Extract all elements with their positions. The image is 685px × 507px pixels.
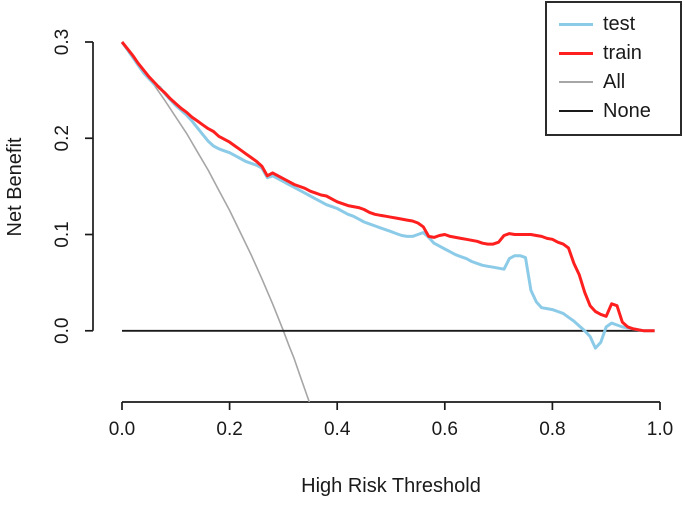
legend-label-test: test (603, 13, 636, 35)
legend-label-train: train (603, 42, 642, 64)
series-line-test (120, 41, 655, 350)
legend-line-sample-All (559, 81, 593, 83)
y-axis-title: Net Benefit (4, 137, 26, 236)
y-tick-label: 0.3 (52, 29, 73, 55)
legend-line-sample-test (559, 22, 593, 26)
y-tick-label: 0.1 (52, 221, 73, 247)
series-line-All (121, 41, 311, 402)
x-tick-label: 0.4 (324, 419, 351, 440)
x-tick-label: 0.6 (432, 419, 458, 440)
legend-label-None: None (603, 100, 651, 122)
legend-item-test: test (559, 13, 664, 35)
legend-item-train: train (559, 42, 664, 64)
series-line-train (120, 41, 655, 333)
axes: 0.0 0.1 0.2 0.3 0.0 0.2 0.4 0.6 0.8 1.0 (52, 29, 673, 440)
series-lines (120, 41, 655, 402)
legend-line-sample-train (559, 51, 593, 55)
legend-item-None: None (559, 100, 664, 122)
y-tick-label: 0.2 (52, 125, 73, 151)
x-tick-label: 0.8 (539, 419, 565, 440)
x-axis-title: High Risk Threshold (301, 475, 481, 497)
legend-label-All: All (603, 71, 626, 93)
legend-item-All: All (559, 71, 664, 93)
y-tick-label: 0.0 (52, 318, 73, 344)
legend: test train All None (545, 1, 682, 136)
legend-line-sample-None (559, 110, 593, 112)
x-tick-label: 0.0 (109, 419, 135, 440)
x-tick-label: 1.0 (647, 419, 673, 440)
x-tick-label: 0.2 (216, 419, 242, 440)
